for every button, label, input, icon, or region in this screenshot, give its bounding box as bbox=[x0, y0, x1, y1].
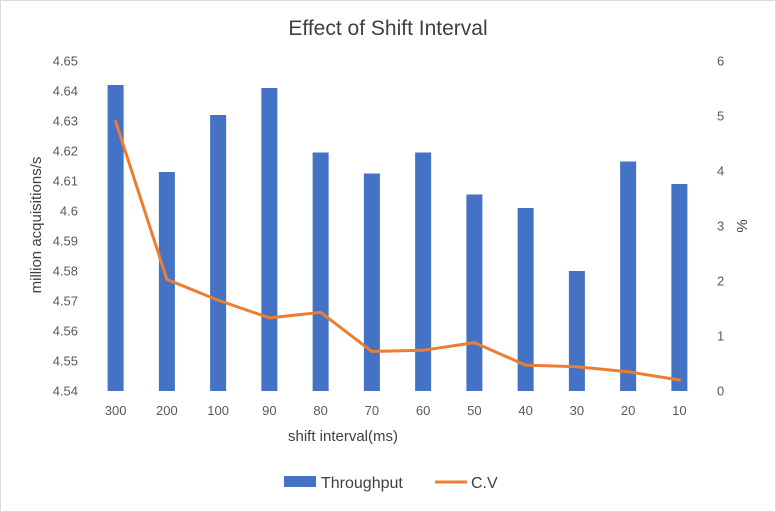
y2-tick-label: 2 bbox=[717, 274, 724, 289]
bar-throughput-80 bbox=[312, 152, 329, 391]
legend-label-throughput: Throughput bbox=[321, 475, 403, 492]
chart-title: Effect of Shift Interval bbox=[288, 17, 487, 40]
y2-axis-ticks: 0 1 2 3 4 5 6 bbox=[717, 54, 724, 399]
y-tick-label: 4.62 bbox=[53, 144, 78, 159]
y2-tick-label: 0 bbox=[717, 384, 724, 399]
line-layer bbox=[114, 120, 681, 382]
bar-throughput-40 bbox=[517, 208, 534, 391]
x-tick-label: 40 bbox=[518, 403, 532, 418]
line-series-cv bbox=[114, 120, 681, 382]
y-tick-label: 4.55 bbox=[53, 354, 78, 369]
bar-throughput-300 bbox=[107, 85, 124, 391]
x-tick-label: 200 bbox=[156, 403, 178, 418]
x-tick-label: 100 bbox=[207, 403, 229, 418]
y-tick-label: 4.54 bbox=[53, 384, 78, 399]
bar-throughput-70 bbox=[363, 173, 380, 391]
x-tick-label: 50 bbox=[467, 403, 481, 418]
y-axis-title: million acquisitions/s bbox=[28, 157, 45, 294]
y2-tick-label: 6 bbox=[717, 54, 724, 69]
bar-throughput-100 bbox=[210, 115, 227, 391]
y2-tick-label: 4 bbox=[717, 164, 724, 179]
x-tick-label: 10 bbox=[672, 403, 686, 418]
y2-tick-label: 5 bbox=[717, 109, 724, 124]
x-axis-title: shift interval(ms) bbox=[288, 428, 398, 445]
y-tick-label: 4.65 bbox=[53, 54, 78, 69]
y-tick-label: 4.6 bbox=[60, 204, 78, 219]
x-tick-label: 300 bbox=[105, 403, 127, 418]
x-tick-label: 20 bbox=[621, 403, 635, 418]
bar-throughput-60 bbox=[415, 152, 432, 391]
y-axis-ticks: 4.54 4.55 4.56 4.57 4.58 4.59 4.6 4.61 4.62 4.63 4… bbox=[53, 54, 78, 399]
bar-throughput-90 bbox=[261, 88, 278, 391]
y-tick-label: 4.64 bbox=[53, 84, 78, 99]
y-tick-label: 4.57 bbox=[53, 294, 78, 309]
bar-throughput-200 bbox=[158, 172, 175, 391]
y2-tick-label: 1 bbox=[717, 329, 724, 344]
y-tick-label: 4.59 bbox=[53, 234, 78, 249]
x-tick-label: 70 bbox=[365, 403, 379, 418]
y-tick-label: 4.63 bbox=[53, 114, 78, 129]
x-tick-label: 60 bbox=[416, 403, 430, 418]
y-tick-label: 4.56 bbox=[53, 324, 78, 339]
legend-label-cv: C.V bbox=[471, 475, 498, 492]
x-tick-label: 80 bbox=[313, 403, 327, 418]
x-axis-ticks: 300 200 100 90 80 70 60 50 40 30 20 10 bbox=[105, 403, 687, 418]
bar-throughput-10 bbox=[671, 184, 688, 391]
x-tick-label: 30 bbox=[570, 403, 584, 418]
y-tick-label: 4.58 bbox=[53, 264, 78, 279]
legend: Throughput C.V bbox=[284, 475, 498, 492]
bars-layer bbox=[107, 85, 688, 391]
x-tick-label: 90 bbox=[262, 403, 276, 418]
bar-throughput-30 bbox=[568, 271, 585, 391]
y-tick-label: 4.61 bbox=[53, 174, 78, 189]
y2-tick-label: 3 bbox=[717, 219, 724, 234]
y2-axis-title: % bbox=[734, 219, 751, 232]
legend-swatch-throughput bbox=[284, 476, 316, 487]
bar-throughput-50 bbox=[466, 194, 483, 391]
bar-throughput-20 bbox=[620, 161, 637, 391]
